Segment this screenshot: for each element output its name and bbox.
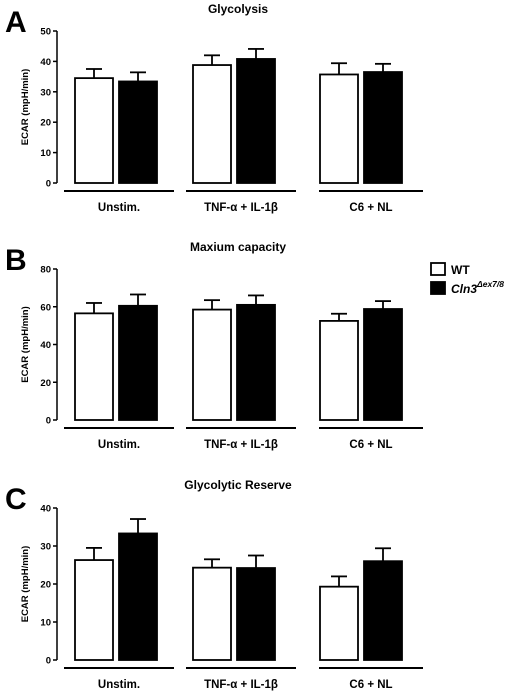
x-category-label: C6 + NL [349, 202, 392, 214]
bar-wt [319, 73, 359, 184]
y-tick-label: 0 [46, 416, 51, 427]
bar-wt [192, 566, 232, 661]
bar-cln3 [363, 560, 403, 661]
bar-cln3 [118, 532, 158, 661]
bar-wt [74, 559, 114, 661]
x-category-label: C6 + NL [349, 679, 392, 691]
chart-title: Maxium capacity [190, 240, 286, 254]
legend-label: Cln3Δex7/8 [451, 279, 504, 296]
y-axis-title: ECAR (mpH/min) [20, 306, 31, 383]
bar-cln3 [236, 58, 276, 184]
panel-letter: C [5, 483, 27, 516]
bar-wt [74, 77, 114, 184]
bar-cln3 [363, 308, 403, 421]
y-tick-label: 40 [40, 504, 51, 515]
legend-superscript: Δex7/8 [476, 279, 504, 289]
x-category-label: TNF-α + IL-1β [204, 202, 278, 214]
x-category-label: Unstim. [98, 439, 140, 451]
y-tick-label: 10 [40, 148, 51, 159]
y-axis-title: ECAR (mpH/min) [20, 546, 31, 623]
x-category-label: Unstim. [98, 679, 140, 691]
bar-wt [319, 585, 359, 661]
legend: WT Cln3Δex7/8 [430, 262, 504, 296]
bar-wt [192, 308, 232, 421]
panel-letter: B [5, 244, 27, 277]
legend-label: WT [451, 263, 470, 277]
legend-swatch [430, 262, 446, 276]
y-tick-label: 40 [40, 340, 51, 351]
bar-cln3 [236, 567, 276, 661]
chart-title: Glycolytic Reserve [184, 478, 292, 492]
y-tick-label: 50 [40, 27, 51, 38]
bar-wt [319, 320, 359, 421]
y-tick-label: 10 [40, 618, 51, 629]
bar-cln3 [363, 71, 403, 184]
y-tick-label: 20 [40, 118, 51, 129]
x-category-label: C6 + NL [349, 439, 392, 451]
y-tick-label: 30 [40, 87, 51, 98]
bar-cln3 [118, 80, 158, 184]
y-axis-title: ECAR (mpH/min) [20, 69, 31, 146]
y-tick-label: 40 [40, 57, 51, 68]
bar-cln3 [118, 304, 158, 421]
x-category-label: TNF-α + IL-1β [204, 679, 278, 691]
chart-panel-a: A Glycolysis 0 10 20 30 40 50 ECAR (mpH/min) Unst… [5, 2, 423, 214]
chart-panel-c: C Glycolytic Reserve 0 10 20 30 40 ECAR (mpH/mi… [5, 478, 423, 691]
bar-wt [192, 64, 232, 184]
y-tick-label: 80 [40, 265, 51, 276]
y-tick-label: 0 [46, 656, 51, 667]
chart-panel-b: B Maxium capacity 0 20 40 60 80 ECAR (mpH/min) U… [5, 240, 423, 451]
y-tick-label: 30 [40, 542, 51, 553]
y-tick-label: 20 [40, 378, 51, 389]
bar-cln3 [236, 303, 276, 421]
x-category-label: Unstim. [98, 202, 140, 214]
panel-letter: A [5, 6, 27, 39]
legend-swatch [430, 281, 446, 295]
y-tick-label: 60 [40, 302, 51, 313]
bar-wt [74, 312, 114, 421]
y-tick-label: 0 [46, 179, 51, 190]
legend-gene-name: Cln3 [451, 282, 477, 296]
y-tick-label: 20 [40, 580, 51, 591]
x-category-label: TNF-α + IL-1β [204, 439, 278, 451]
chart-title: Glycolysis [208, 2, 268, 16]
